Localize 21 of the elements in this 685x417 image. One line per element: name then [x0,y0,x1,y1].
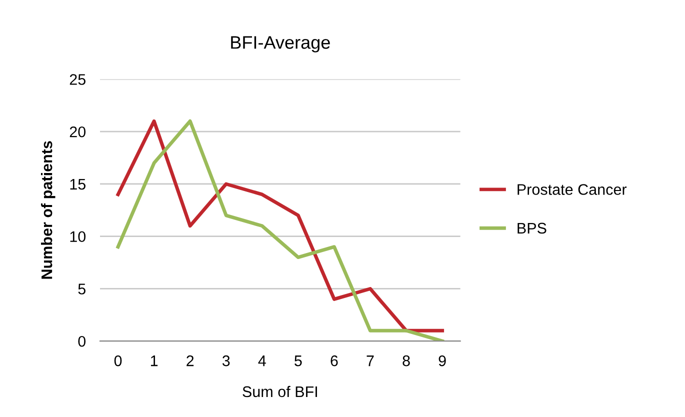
legend-label: Prostate Cancer [518,184,627,195]
x-tick-label: 6 [330,355,338,366]
y-tick-label: 0 [78,336,86,347]
x-tick-label: 3 [222,355,230,366]
chart-title: BFI-Average [231,36,330,52]
y-tick-label: 5 [78,284,86,294]
x-tick-label: 7 [366,356,374,366]
x-tick-label: 0 [114,355,122,366]
x-tick-label: 1 [150,356,158,366]
x-tick-label: 2 [186,355,194,366]
y-tick-label: 25 [70,74,86,85]
x-tick-label: 8 [402,355,410,366]
x-axis-title: Sum of BFI [242,386,317,398]
y-tick-label: 15 [70,179,86,190]
x-tick-label: 9 [438,355,446,366]
x-tick-label: 4 [258,356,266,366]
legend-label: BPS [518,222,546,234]
y-tick-label: 10 [70,231,86,242]
y-axis-title: Number of patients [41,141,56,279]
y-tick-label: 20 [70,126,86,138]
x-tick-label: 5 [294,356,302,366]
